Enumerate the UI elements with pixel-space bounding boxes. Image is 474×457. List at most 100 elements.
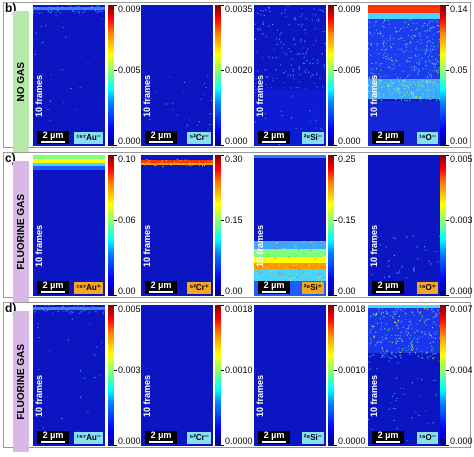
scale-bar-label: 2 µm xyxy=(377,280,399,290)
colorbar xyxy=(108,305,114,446)
colorbar-tick-mark xyxy=(446,445,449,446)
colorbar-tick-mark xyxy=(334,5,337,6)
scale-bar-label: 2 µm xyxy=(377,430,399,440)
frames-label: 10 frames xyxy=(142,224,152,268)
isotope-label: ¹⁹⁷Au⁻ xyxy=(74,432,103,444)
scale-bar: 2 µm xyxy=(372,281,404,294)
isotope-label: ⁵²Cr⁻ xyxy=(187,432,211,444)
scale-bar: 2 µm xyxy=(145,131,177,144)
isotope-label: ²⁸Si⁻ xyxy=(301,132,324,144)
colorbar-tick-label: 0.000 xyxy=(450,436,473,446)
colorbar-tick-mark xyxy=(334,219,337,221)
row-letter: b) xyxy=(5,1,17,15)
scale-bar: 2 µm xyxy=(37,431,69,444)
frames-label: 10 frames xyxy=(369,224,379,268)
colorbar xyxy=(440,155,446,296)
scale-bar-label: 2 µm xyxy=(150,280,172,290)
colorbar-tick-mark xyxy=(334,69,337,71)
scale-bar-label: 2 µm xyxy=(263,130,285,140)
frames-scale: 10 frames xyxy=(33,214,45,278)
scale-bar: 2 µm xyxy=(258,431,290,444)
scale-bar-line xyxy=(149,141,173,143)
colorbar-tick-label: 0.0035 xyxy=(225,4,253,14)
colorbar-tick-mark xyxy=(114,145,117,146)
colorbar xyxy=(215,5,221,146)
row-frame xyxy=(3,152,471,298)
scale-bar-label: 2 µm xyxy=(150,430,172,440)
scale-bar: 2 µm xyxy=(145,431,177,444)
colorbar-tick-mark xyxy=(221,219,224,221)
colorbar-tick-mark xyxy=(334,445,337,446)
scale-bar: 2 µm xyxy=(145,281,177,294)
colorbar-tick-label: 0.15 xyxy=(225,214,243,225)
colorbar-tick-label: 0.000 xyxy=(118,136,141,146)
colorbar-tick-label: 0.0020 xyxy=(225,64,253,75)
ion-intensity-map: 10 frames 2 µm ⁵²Cr⁺ xyxy=(141,155,213,296)
colorbar-tick-label: 0.00 xyxy=(338,286,356,296)
isotope-label: ⁵²Cr⁻ xyxy=(187,132,211,144)
colorbar-tick-mark xyxy=(334,305,337,306)
scale-bar: 2 µm xyxy=(37,281,69,294)
colorbar-tick-label: 0.00 xyxy=(118,286,136,296)
gas-condition-text: NO GAS xyxy=(15,61,27,102)
colorbar-tick-mark xyxy=(334,155,337,156)
ion-intensity-map: 10 frames 2 µm ¹⁹⁷Au⁻ xyxy=(33,5,105,146)
frames-scale: 10 frames xyxy=(254,214,266,278)
colorbar-tick-label: 0.004 xyxy=(450,364,473,375)
frames-label: 10 frames xyxy=(142,74,152,118)
isotope-label: ⁵²Cr⁺ xyxy=(187,282,211,294)
colorbar-tick-label: 0.0018 xyxy=(338,304,366,314)
frames-scale: 10 frames xyxy=(33,64,45,128)
isotope-label: ¹⁹⁷Au⁻ xyxy=(74,132,103,144)
colorbar xyxy=(108,155,114,296)
colorbar-tick-mark xyxy=(446,295,449,296)
colorbar xyxy=(215,155,221,296)
colorbar-tick-mark xyxy=(446,5,449,6)
colorbar-tick-label: 0.005 xyxy=(118,64,141,75)
colorbar xyxy=(328,155,334,296)
frames-scale: 10 frames xyxy=(254,64,266,128)
frames-scale: 10 frames xyxy=(141,64,153,128)
frames-label: 10 frames xyxy=(34,374,44,418)
frames-label: 10 frames xyxy=(34,74,44,118)
colorbar-tick-mark xyxy=(334,369,337,371)
colorbar-tick-label: 0.005 xyxy=(118,304,141,314)
colorbar-tick-mark xyxy=(334,145,337,146)
colorbar-tick-mark xyxy=(446,219,449,221)
colorbar-tick-label: 0.05 xyxy=(450,64,468,75)
colorbar-tick-label: 0.25 xyxy=(338,154,356,164)
colorbar-tick-label: 0.005 xyxy=(450,154,473,164)
colorbar-tick-label: 0.000 xyxy=(450,286,473,296)
frames-label: 10 frames xyxy=(255,374,265,418)
ion-intensity-map: 10 frames 2 µm ¹⁶O⁺ xyxy=(368,155,440,296)
colorbar-tick-mark xyxy=(221,155,224,156)
scale-bar-line xyxy=(41,291,65,293)
frames-scale: 10 frames xyxy=(368,64,380,128)
frames-scale: 10 frames xyxy=(368,214,380,278)
colorbar-tick-label: 0.009 xyxy=(118,4,141,14)
frames-label: 10 frames xyxy=(255,224,265,268)
scale-bar: 2 µm xyxy=(372,131,404,144)
intensity-image xyxy=(33,155,105,170)
colorbar-tick-mark xyxy=(221,145,224,146)
scale-bar-line xyxy=(376,291,400,293)
colorbar-tick-mark xyxy=(446,69,449,71)
colorbar-tick-mark xyxy=(334,295,337,296)
colorbar-tick-label: 0.0018 xyxy=(225,304,253,314)
isotope-label: ¹⁶O⁺ xyxy=(417,282,438,294)
colorbar-tick-label: 0.10 xyxy=(118,154,136,164)
scale-bar-label: 2 µm xyxy=(42,280,64,290)
scale-bar-line xyxy=(376,441,400,443)
row-letter: d) xyxy=(5,301,17,315)
ion-intensity-map: 10 frames 2 µm ⁵²Cr⁻ xyxy=(141,5,213,146)
frames-scale: 10 frames xyxy=(368,364,380,428)
isotope-label: ²⁸Si⁻ xyxy=(301,432,324,444)
scale-bar-line xyxy=(262,291,286,293)
colorbar-tick-label: 0.0010 xyxy=(338,364,366,375)
colorbar-tick-mark xyxy=(114,369,117,371)
colorbar-tick-label: 0.14 xyxy=(450,4,468,14)
colorbar-tick-label: 0.000 xyxy=(225,136,248,146)
colorbar-tick-mark xyxy=(114,445,117,446)
colorbar-tick-label: 0.0000 xyxy=(225,436,253,446)
frames-label: 10 frames xyxy=(34,224,44,268)
